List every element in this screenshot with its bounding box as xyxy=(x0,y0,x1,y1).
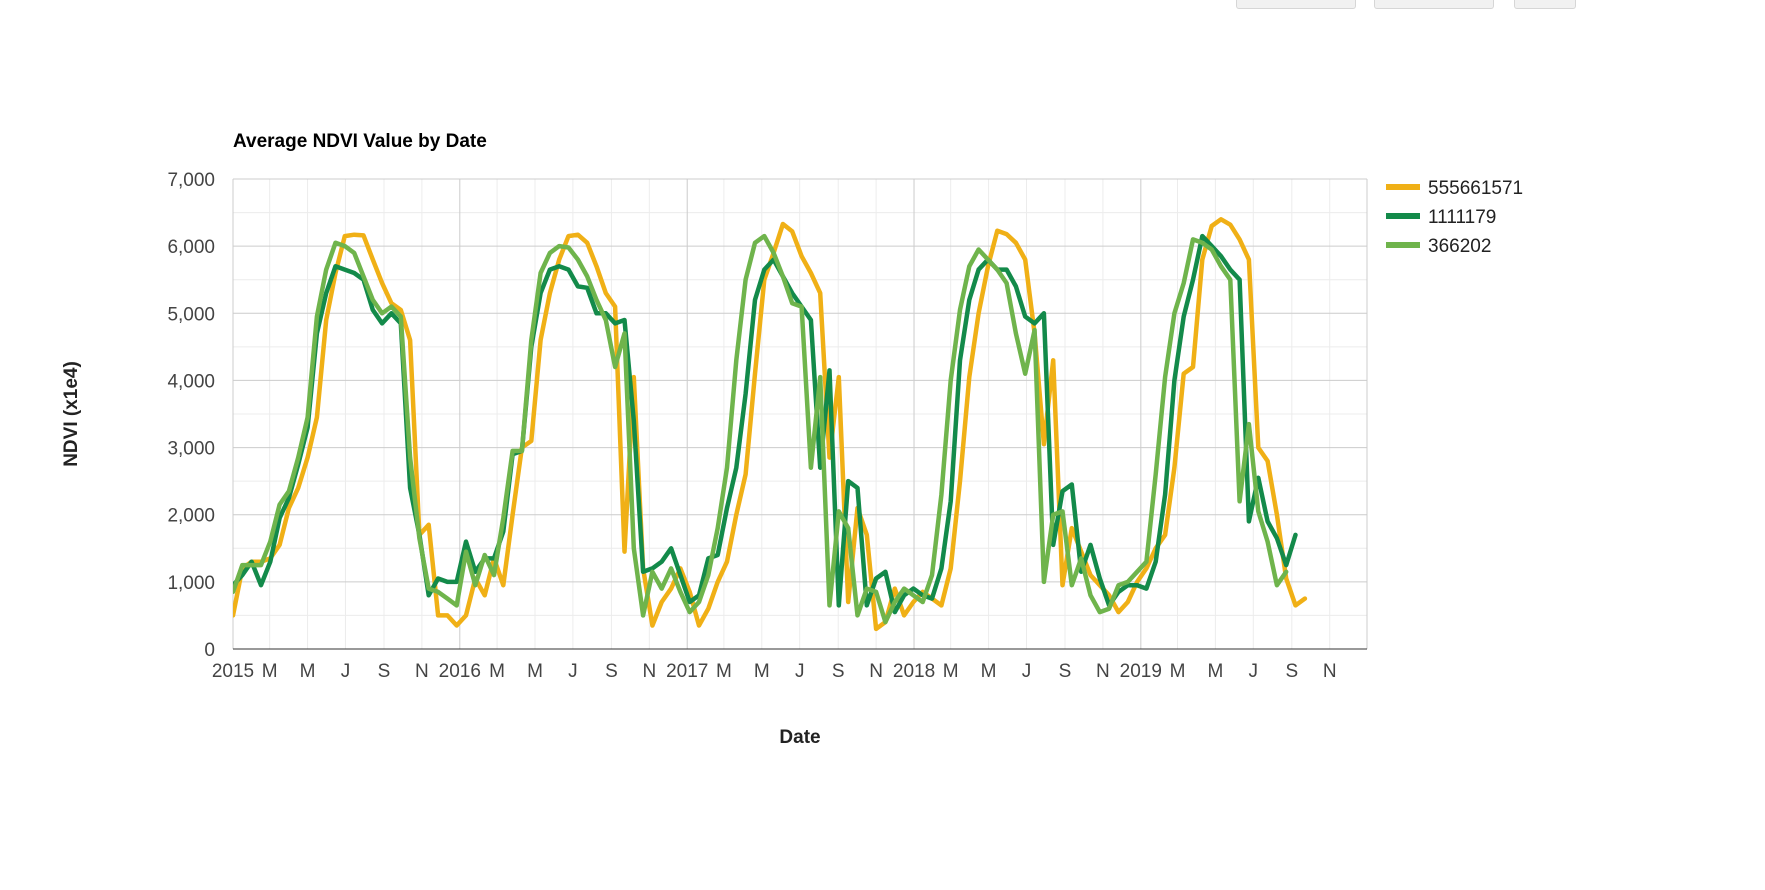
x-axis-ticks: 2015 M M J S N 2016 M M J S N 2017 M M J S N 2018 M M J S N 2019… xyxy=(212,661,1337,682)
chart-title: Average NDVI Value by Date xyxy=(233,131,487,152)
series-line-1111179 xyxy=(233,233,1298,615)
x-tick-label: S xyxy=(605,661,618,682)
legend-label: 1111179 xyxy=(1428,207,1496,228)
legend-label: 555661571 xyxy=(1428,178,1523,199)
x-tick-label: M xyxy=(1207,661,1223,682)
y-tick-label: 7,000 xyxy=(167,170,215,191)
x-tick-label: J xyxy=(568,661,578,682)
x-tick-label: M xyxy=(716,661,732,682)
x-tick-label: M xyxy=(1170,661,1186,682)
x-tick-label: M xyxy=(300,661,316,682)
x-tick-label: N xyxy=(1323,661,1337,682)
x-tick-label: S xyxy=(832,661,845,682)
legend: 555661571 1111179 366202 xyxy=(1386,178,1523,257)
y-tick-label: 6,000 xyxy=(167,237,215,258)
x-tick-label: J xyxy=(1249,661,1259,682)
x-tick-label: 2016 xyxy=(439,661,481,682)
y-tick-label: 1,000 xyxy=(167,573,215,594)
x-tick-label: 2018 xyxy=(893,661,935,682)
x-tick-label: M xyxy=(981,661,997,682)
toolbar-tab-1[interactable] xyxy=(1236,0,1356,9)
toolbar-tab-2[interactable] xyxy=(1374,0,1494,9)
x-tick-label: M xyxy=(754,661,770,682)
y-tick-label: 3,000 xyxy=(167,439,215,460)
x-tick-label: S xyxy=(378,661,391,682)
y-axis-title: NDVI (x1e4) xyxy=(61,361,82,467)
y-axis-ticks: 0 1,000 2,000 3,000 4,000 5,000 6,000 7,000 xyxy=(167,170,215,661)
x-tick-label: 2015 xyxy=(212,661,254,682)
x-tick-label: S xyxy=(1059,661,1072,682)
x-tick-label: N xyxy=(1096,661,1110,682)
x-tick-label: M xyxy=(489,661,505,682)
y-tick-label: 4,000 xyxy=(167,371,215,392)
x-tick-label: J xyxy=(341,661,351,682)
x-tick-label: 2017 xyxy=(666,661,708,682)
y-tick-label: 5,000 xyxy=(167,304,215,325)
x-tick-label: N xyxy=(642,661,656,682)
x-tick-label: M xyxy=(527,661,543,682)
x-axis-title: Date xyxy=(779,727,820,748)
series-line-366202 xyxy=(233,233,1289,625)
y-tick-label: 0 xyxy=(204,640,215,661)
series-lines xyxy=(233,217,1308,632)
x-tick-label: N xyxy=(415,661,429,682)
x-tick-label: 2019 xyxy=(1120,661,1162,682)
x-tick-label: N xyxy=(869,661,883,682)
y-tick-label: 2,000 xyxy=(167,506,215,527)
x-tick-label: J xyxy=(1022,661,1032,682)
x-tick-label: M xyxy=(943,661,959,682)
x-tick-label: S xyxy=(1285,661,1298,682)
x-tick-label: J xyxy=(795,661,805,682)
toolbar-tab-3[interactable] xyxy=(1514,0,1576,9)
x-tick-label: M xyxy=(262,661,278,682)
legend-label: 366202 xyxy=(1428,236,1491,257)
